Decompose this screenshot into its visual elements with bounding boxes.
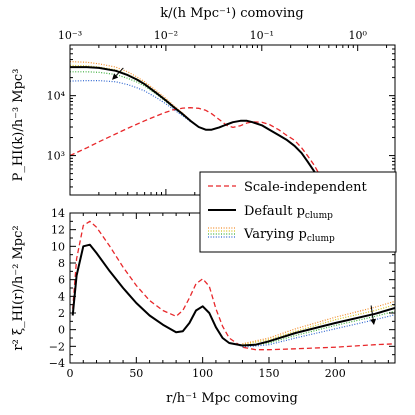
legend-box (199, 171, 397, 253)
power-series-varying-4 (70, 79, 191, 122)
power-spectrum-panel: 10⁻³ 10⁻² 10⁻¹ 10⁰ 10³ 10⁴ k/(h Mpc⁻¹) comovi… (11, 6, 396, 196)
power-xtick-label: 10⁻¹ (250, 29, 274, 42)
power-arrow-1 (112, 67, 124, 80)
correlation-ytick-label: −4 (49, 357, 65, 370)
power-xtick-label: 10⁻² (154, 29, 178, 42)
legend-label-varying: Varying pclump (243, 227, 335, 244)
correlation-ytick-label: 2 (58, 307, 65, 320)
correlation-ytick-label: 6 (58, 274, 65, 287)
correlation-xtick-label: 0 (67, 367, 74, 380)
legend-label-scale-independent: Scale-independent (244, 180, 368, 195)
power-series-default (70, 66, 321, 180)
legend-entry-scale-independent: Scale-independent (208, 180, 368, 195)
power-curves (70, 61, 321, 180)
correlation-ytick-label: −2 (49, 340, 65, 353)
correlation-xtick-label: 50 (129, 367, 143, 380)
power-y-axis-label: P_HI(k)/h⁻³ Mpc³ (11, 69, 26, 182)
legend-entry-default: Default pclump (208, 204, 333, 221)
correlation-y-axis-label: r² ξ_HI(r)/h⁻² Mpc² (11, 225, 26, 350)
legend-entry-varying: Varying pclump (208, 227, 335, 244)
correlation-arrow-1 (370, 305, 377, 326)
correlation-ytick-label: 14 (51, 207, 65, 220)
correlation-ytick-label: 4 (58, 290, 65, 303)
power-ytick-label: 10³ (47, 150, 65, 163)
correlation-ticks: 0 50 100 150 200 −4 −2 0 2 4 6 8 10 12 14 (49, 207, 395, 380)
legend-label-default: Default pclump (244, 204, 333, 221)
legend: Scale-independent Default pclump Varying… (199, 171, 397, 253)
power-series-scale-independent (70, 107, 321, 176)
correlation-ytick-label: 10 (51, 240, 65, 253)
power-plot-area (70, 61, 321, 180)
correlation-panel: 0 50 100 150 200 −4 −2 0 2 4 6 8 10 12 14 r/h⁻¹ Mpc co… (11, 207, 396, 406)
correlation-series-default (71, 243, 395, 347)
correlation-plot-area (71, 220, 395, 351)
correlation-series-scale-independent (72, 220, 395, 351)
correlation-ytick-label: 8 (58, 257, 65, 270)
power-series-varying-2 (70, 64, 191, 121)
correlation-x-axis-label: r/h⁻¹ Mpc comoving (166, 391, 298, 406)
power-series-varying-3 (70, 71, 191, 122)
power-xtick-label: 10⁰ (348, 29, 367, 42)
correlation-ytick-label: 0 (58, 324, 65, 337)
power-series-varying-1 (70, 61, 191, 121)
correlation-series-varying-3 (242, 310, 395, 347)
correlation-series-varying-2 (242, 304, 395, 346)
correlation-ytick-label: 12 (51, 224, 65, 237)
power-ytick-label: 10⁴ (47, 90, 66, 103)
correlation-xtick-label: 100 (192, 367, 213, 380)
power-x-axis-label: k/(h Mpc⁻¹) comoving (160, 6, 303, 21)
correlation-curves (71, 220, 395, 351)
correlation-series-varying-1 (242, 300, 395, 345)
power-xtick-label: 10⁻³ (58, 29, 82, 42)
power-ticks: 10⁻³ 10⁻² 10⁻¹ 10⁰ 10³ 10⁴ (47, 29, 395, 195)
correlation-xtick-label: 200 (325, 367, 346, 380)
correlation-xtick-label: 150 (258, 367, 279, 380)
